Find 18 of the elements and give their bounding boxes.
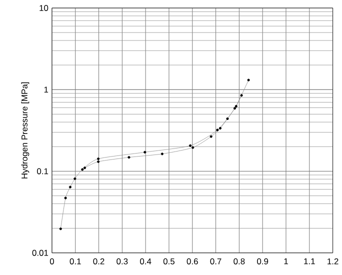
y-tick-label: 0.1 [37,168,48,174]
x-tick-label: 0.8 [234,258,245,264]
x-tick-label: 0 [50,258,54,264]
y-tick-label: 0.01 [32,250,48,256]
y-tick-label: 10 [40,5,48,12]
x-tick-label: 0.2 [93,258,104,264]
x-tick-label: 0.5 [163,258,175,264]
x-tick-label: 1 [284,258,288,264]
y-axis-title: Hydrogen Pressure [MPa] [21,82,30,178]
x-tick-label: 1.2 [328,258,338,264]
x-tick-label: 0.1 [70,258,81,264]
x-tick-label: 0.3 [116,258,128,264]
x-tick-label: 0.7 [210,258,222,264]
x-tick-label: 0.4 [140,258,152,264]
x-tick-label: 1.1 [304,258,315,264]
y-tick-label: 1 [44,86,48,93]
x-tick-label: 0.9 [257,258,268,264]
x-tick-label: 0.6 [186,258,198,264]
